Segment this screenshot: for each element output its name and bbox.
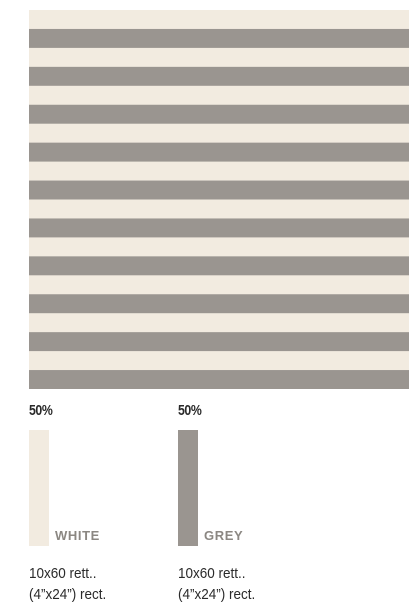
color-name: GREY (204, 528, 244, 543)
size-imperial: (4”x24”) rect. (29, 586, 107, 603)
tile-size: 10x60 rett.. (4”x24”) rect. (29, 563, 155, 605)
stripe-grey (29, 218, 409, 238)
stripe-grey (29, 66, 409, 87)
stripe-white (29, 161, 409, 182)
stripe-grey (29, 28, 409, 49)
stripe-white (29, 123, 409, 144)
stripe-white (29, 275, 409, 295)
swatch-row: GREY (178, 430, 318, 547)
stripe-white (29, 199, 409, 219)
stripe-grey (29, 370, 409, 389)
stripe-pattern-preview (29, 10, 409, 389)
stripe-pattern-svg (29, 10, 409, 389)
stripe-grey (29, 104, 409, 125)
stripe-white (29, 47, 409, 68)
tile-percent: 50% (29, 402, 53, 419)
stripe-grey (29, 332, 409, 352)
tile-percent: 50% (178, 402, 202, 419)
stripe-white (29, 85, 409, 106)
stripe-grey (29, 142, 409, 163)
size-metric: 10x60 rett.. (178, 565, 246, 582)
stripe-grey (29, 180, 409, 200)
color-name: WHITE (55, 528, 100, 543)
stripe-white (29, 10, 409, 30)
tile-size: 10x60 rett.. (4”x24”) rect. (178, 563, 304, 605)
stripe-white (29, 237, 409, 257)
size-metric: 10x60 rett.. (29, 565, 97, 582)
swatch-row: WHITE (29, 430, 169, 547)
stripe-white (29, 313, 409, 333)
stripe-white (29, 351, 409, 371)
stripe-grey (29, 294, 409, 314)
size-imperial: (4”x24”) rect. (178, 586, 256, 603)
color-swatch-white (29, 430, 49, 546)
color-swatch-grey (178, 430, 198, 546)
stripe-grey (29, 256, 409, 276)
tile-grey: 50% GREY 10x60 rett.. (4”x24”) rect. (178, 400, 318, 605)
tile-white: 50% WHITE 10x60 rett.. (4”x24”) rect. (29, 400, 169, 605)
